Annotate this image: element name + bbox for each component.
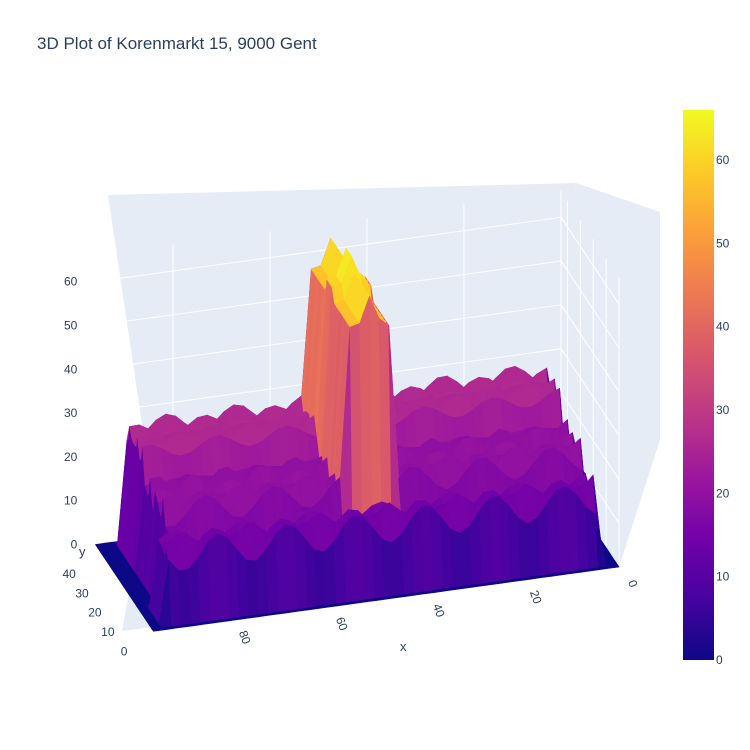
z-tick-label: 20 (64, 450, 78, 464)
z-tick-label: 40 (64, 362, 78, 376)
colorbar-tick-label: 20 (716, 486, 730, 500)
tick-labels: 0 10 20 30 40 50 60 0 10 20 30 40 0 20 40 60 80 (62, 275, 640, 659)
z-tick-label: 50 (64, 318, 78, 332)
surface-cell (617, 564, 620, 568)
colorbar-tick-label: 40 (716, 320, 730, 334)
x-tick-label: 20 (527, 588, 545, 606)
x-tick-label: 40 (430, 602, 448, 620)
x-tick-label: 80 (236, 629, 254, 647)
surface (94, 237, 620, 632)
colorbar (683, 110, 714, 660)
colorbar-ticks: 0 10 20 30 40 50 60 (716, 153, 730, 667)
colorbar-tick-label: 60 (716, 153, 730, 167)
chart-title: 3D Plot of Korenmarkt 15, 9000 Gent (37, 34, 317, 53)
right-wall (561, 183, 660, 567)
x-tick-label: 60 (333, 615, 351, 633)
colorbar-tick-label: 10 (716, 570, 730, 584)
colorbar-tick-label: 30 (716, 403, 730, 417)
y-tick-label: 30 (75, 586, 89, 600)
z-tick-label: 60 (64, 275, 78, 289)
colorbar-tick-label: 0 (716, 653, 723, 667)
z-tick-label: 10 (64, 494, 78, 508)
z-tick-label: 30 (64, 406, 78, 420)
y-tick-label: 20 (88, 606, 102, 620)
z-tick-label: 0 (71, 537, 78, 551)
y-tick-label: 0 (121, 644, 128, 658)
x-tick-label: 0 (625, 578, 641, 589)
x-axis-title: x (400, 639, 407, 654)
y-tick-label: 10 (101, 625, 115, 639)
colorbar-tick-label: 50 (716, 236, 730, 250)
y-tick-label: 40 (62, 567, 76, 581)
y-axis-title: y (79, 544, 86, 559)
